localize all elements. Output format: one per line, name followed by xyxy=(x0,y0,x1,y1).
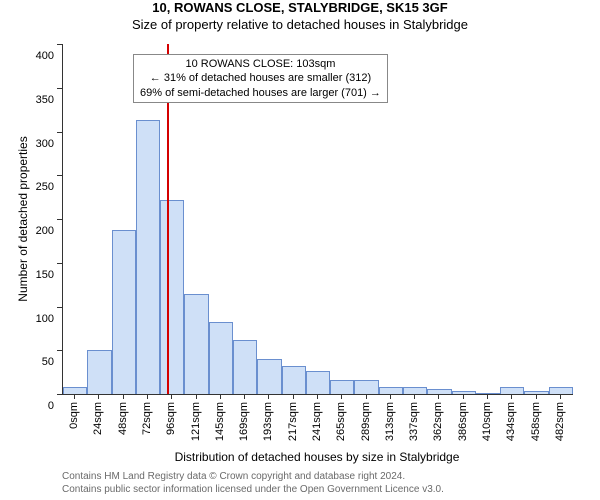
x-tick-label: 482sqm xyxy=(554,402,566,441)
y-tick-mark xyxy=(57,44,62,45)
x-tick-label: 362sqm xyxy=(432,402,444,441)
y-tick-mark xyxy=(57,263,62,264)
annotation-line: 10 ROWANS CLOSE: 103sqm xyxy=(140,57,381,71)
x-tick-label: 193sqm xyxy=(262,402,274,441)
page-title: 10, ROWANS CLOSE, STALYBRIDGE, SK15 3GF xyxy=(0,0,600,17)
x-tick-label: 337sqm xyxy=(408,402,420,441)
y-tick-label: 0 xyxy=(48,400,54,412)
y-tick-label: 300 xyxy=(36,138,54,150)
histogram-bar xyxy=(184,294,208,394)
x-tick-label: 458sqm xyxy=(530,402,542,441)
x-tick-mark xyxy=(268,394,269,399)
histogram-bar xyxy=(257,359,281,394)
x-tick-label: 72sqm xyxy=(141,402,153,435)
histogram-bar xyxy=(136,120,160,394)
x-tick-label: 289sqm xyxy=(360,402,372,441)
x-tick-label: 313sqm xyxy=(384,402,396,441)
x-tick-mark xyxy=(487,394,488,399)
x-tick-mark xyxy=(74,394,75,399)
footer-text: Contains HM Land Registry data © Crown c… xyxy=(62,470,444,496)
annotation-line: ← 31% of detached houses are smaller (31… xyxy=(140,71,381,85)
x-tick-mark xyxy=(341,394,342,399)
x-tick-mark xyxy=(123,394,124,399)
x-tick-label: 0sqm xyxy=(68,402,80,429)
y-tick-mark xyxy=(57,88,62,89)
x-tick-mark xyxy=(293,394,294,399)
x-tick-mark xyxy=(220,394,221,399)
x-tick-label: 241sqm xyxy=(311,402,323,441)
histogram-bar xyxy=(209,322,233,394)
x-tick-label: 169sqm xyxy=(238,402,250,441)
x-tick-mark xyxy=(414,394,415,399)
y-tick-label: 150 xyxy=(36,269,54,281)
plot-area: 10 ROWANS CLOSE: 103sqm← 31% of detached… xyxy=(62,44,573,395)
histogram-bar xyxy=(233,340,257,394)
x-tick-label: 386sqm xyxy=(457,402,469,441)
x-tick-mark xyxy=(147,394,148,399)
histogram-bar xyxy=(500,387,524,394)
y-tick-mark xyxy=(57,350,62,351)
y-tick-label: 250 xyxy=(36,181,54,193)
chart-container: 10, ROWANS CLOSE, STALYBRIDGE, SK15 3GF … xyxy=(0,0,600,500)
x-tick-label: 434sqm xyxy=(505,402,517,441)
x-tick-mark xyxy=(511,394,512,399)
histogram-bar xyxy=(87,350,111,394)
x-tick-mark xyxy=(438,394,439,399)
y-tick-mark xyxy=(57,175,62,176)
x-tick-mark xyxy=(536,394,537,399)
x-tick-label: 24sqm xyxy=(92,402,104,435)
histogram-bar xyxy=(306,371,330,394)
y-tick-label: 50 xyxy=(42,356,54,368)
y-tick-label: 200 xyxy=(36,225,54,237)
x-tick-mark xyxy=(463,394,464,399)
y-tick-mark xyxy=(57,219,62,220)
page-subtitle: Size of property relative to detached ho… xyxy=(0,17,600,34)
x-tick-mark xyxy=(366,394,367,399)
x-tick-mark xyxy=(196,394,197,399)
x-tick-label: 265sqm xyxy=(335,402,347,441)
annotation-line: 69% of semi-detached houses are larger (… xyxy=(140,86,381,100)
histogram-bar xyxy=(427,389,451,394)
x-tick-label: 145sqm xyxy=(214,402,226,441)
footer-line-1: Contains HM Land Registry data © Crown c… xyxy=(62,470,444,483)
footer-line-2: Contains public sector information licen… xyxy=(62,483,444,496)
histogram-bar xyxy=(452,391,476,395)
y-axis-label: Number of detached properties xyxy=(16,44,30,394)
histogram-bar xyxy=(549,387,573,394)
y-tick-mark xyxy=(57,307,62,308)
x-tick-label: 410sqm xyxy=(481,402,493,441)
y-tick-label: 400 xyxy=(36,50,54,62)
x-tick-mark xyxy=(390,394,391,399)
histogram-bar xyxy=(63,387,87,394)
histogram-bar xyxy=(282,366,306,394)
annotation-box: 10 ROWANS CLOSE: 103sqm← 31% of detached… xyxy=(133,54,388,103)
x-tick-label: 48sqm xyxy=(117,402,129,435)
x-axis-label: Distribution of detached houses by size … xyxy=(62,450,572,464)
histogram-bar xyxy=(330,380,354,394)
x-tick-mark xyxy=(560,394,561,399)
histogram-bar xyxy=(379,387,403,394)
histogram-bar xyxy=(112,230,136,395)
y-tick-mark xyxy=(57,394,62,395)
histogram-bar xyxy=(160,200,184,394)
y-tick-mark xyxy=(57,132,62,133)
x-tick-mark xyxy=(171,394,172,399)
x-tick-label: 96sqm xyxy=(165,402,177,435)
y-tick-label: 350 xyxy=(36,94,54,106)
x-tick-mark xyxy=(98,394,99,399)
x-tick-mark xyxy=(317,394,318,399)
histogram-bar xyxy=(403,387,427,394)
x-tick-label: 217sqm xyxy=(287,402,299,441)
histogram-bar xyxy=(354,380,378,394)
y-tick-label: 100 xyxy=(36,313,54,325)
x-tick-label: 121sqm xyxy=(190,402,202,441)
histogram-bar xyxy=(524,391,548,395)
x-tick-mark xyxy=(244,394,245,399)
